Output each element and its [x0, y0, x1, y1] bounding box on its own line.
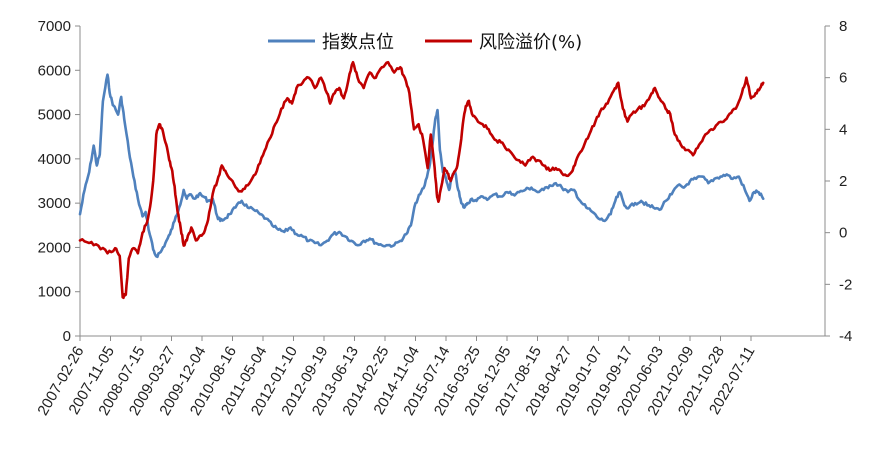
risk-premium-line — [78, 60, 765, 300]
left-y-tick-label: 3000 — [38, 195, 71, 212]
left-y-tick-label: 1000 — [38, 284, 71, 301]
right-y-tick-label: 4 — [839, 121, 847, 138]
legend-label-risk-premium: 风险溢价(%) — [479, 32, 582, 53]
left-y-axis-ticks: 0 1000 2000 3000 4000 5000 6000 7000 — [38, 18, 80, 345]
right-y-tick-label: 0 — [839, 225, 847, 242]
left-y-tick-label: 0 — [63, 328, 71, 345]
right-y-tick-label: 8 — [839, 18, 847, 35]
right-y-tick-label: 6 — [839, 70, 847, 87]
left-y-tick-label: 5000 — [38, 107, 71, 124]
right-y-tick-label: 2 — [839, 173, 847, 190]
left-y-tick-label: 4000 — [38, 151, 71, 168]
legend-label-index: 指数点位 — [322, 32, 394, 53]
index-level-line — [78, 73, 765, 259]
right-y-axis-ticks: -4 -2 0 2 4 6 8 — [825, 18, 852, 345]
x-axis-ticks: 2007-02-262007-11-052008-07-152009-03-27… — [34, 336, 758, 418]
left-y-tick-label: 2000 — [38, 239, 71, 256]
right-y-tick-label: -2 — [839, 276, 852, 293]
left-y-tick-label: 6000 — [38, 62, 71, 79]
legend: 指数点位 风险溢价(%) — [268, 32, 582, 53]
series-layer — [78, 60, 765, 300]
right-y-tick-label: -4 — [839, 328, 852, 345]
left-y-tick-label: 7000 — [38, 18, 71, 35]
